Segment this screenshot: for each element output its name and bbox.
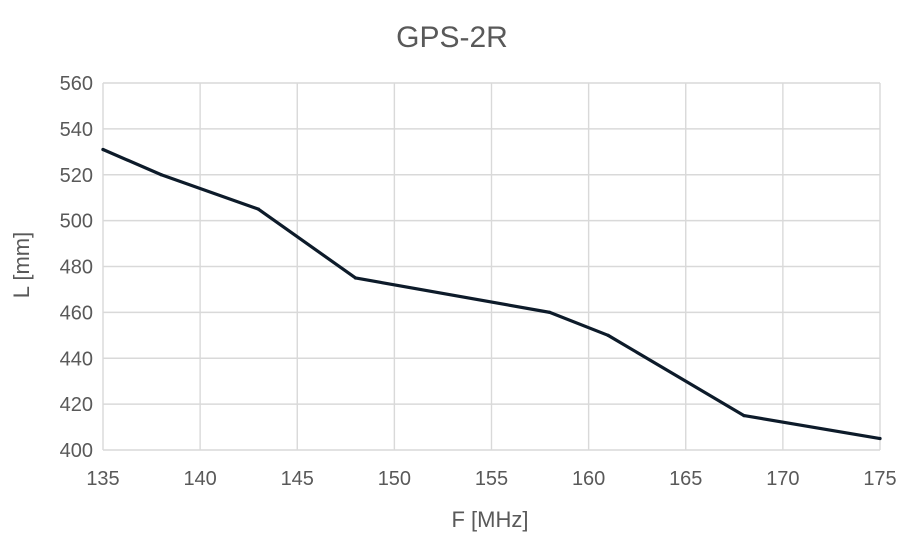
y-tick-label: 480 bbox=[60, 257, 93, 279]
data-point bbox=[742, 413, 746, 418]
y-tick-label: 540 bbox=[60, 119, 93, 141]
x-tick-label: 145 bbox=[281, 468, 314, 490]
data-point bbox=[256, 207, 260, 211]
y-tick-label: 460 bbox=[60, 302, 93, 324]
x-tick-label: 170 bbox=[766, 468, 799, 490]
data-point bbox=[353, 276, 358, 280]
x-axis-ticks: 135 140 145 150 155 160 165 170 175 bbox=[86, 468, 896, 490]
x-tick-label: 165 bbox=[669, 468, 702, 490]
data-point bbox=[548, 310, 552, 314]
y-tick-label: 520 bbox=[60, 165, 93, 187]
y-tick-label: 560 bbox=[60, 73, 93, 95]
x-tick-label: 135 bbox=[86, 468, 119, 490]
chart-title: GPS-2R bbox=[396, 21, 508, 54]
x-axis-label: F [MHz] bbox=[452, 507, 529, 532]
data-point bbox=[159, 173, 163, 177]
x-tick-label: 140 bbox=[183, 468, 216, 490]
y-tick-label: 400 bbox=[60, 440, 93, 462]
y-axis-label: L [mm] bbox=[9, 232, 34, 298]
data-point bbox=[878, 436, 882, 441]
y-axis-ticks: 400 420 440 460 480 500 520 540 560 bbox=[60, 73, 93, 462]
series-line-group bbox=[101, 147, 882, 441]
x-tick-label: 155 bbox=[475, 468, 508, 490]
data-point bbox=[101, 147, 105, 152]
x-tick-label: 175 bbox=[863, 468, 896, 490]
x-tick-label: 150 bbox=[378, 468, 411, 490]
y-tick-label: 420 bbox=[60, 394, 93, 416]
gridlines bbox=[102, 82, 881, 451]
data-point bbox=[606, 333, 610, 337]
x-tick-label: 160 bbox=[572, 468, 605, 490]
y-tick-label: 500 bbox=[60, 211, 93, 233]
y-tick-label: 440 bbox=[60, 348, 93, 370]
series-line bbox=[101, 147, 882, 441]
